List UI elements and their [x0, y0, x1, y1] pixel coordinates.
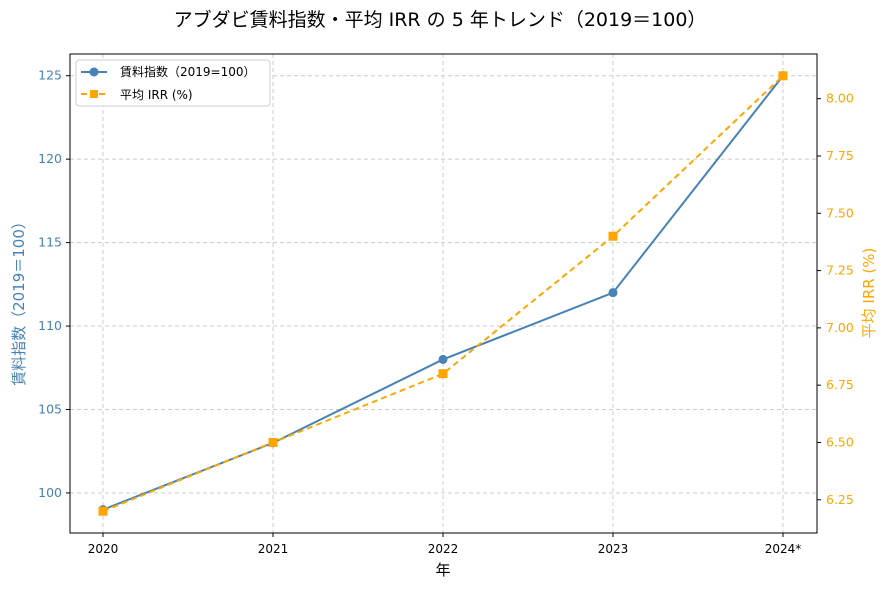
data-point-0-3 — [608, 288, 618, 298]
data-point-1-3 — [608, 231, 618, 241]
data-point-1-4 — [778, 71, 788, 81]
left-tick-label: 100 — [38, 485, 62, 500]
data-point-1-1 — [268, 437, 278, 447]
legend-box — [75, 59, 271, 107]
legend-marker-irr — [90, 90, 98, 98]
right-tick-label: 6.25 — [826, 492, 854, 507]
x-axis-label: 年 — [435, 561, 450, 579]
right-tick-label: 7.75 — [826, 148, 854, 163]
left-tick-label: 125 — [38, 68, 62, 83]
x-tick-label: 2020 — [88, 542, 119, 556]
right-tick-label: 8.00 — [826, 91, 854, 106]
left-tick-label: 120 — [38, 151, 62, 166]
right-tick-label: 7.00 — [826, 320, 854, 335]
left-axis: 100 105 110 115 120 125 — [38, 68, 70, 500]
right-tick-label: 7.25 — [826, 263, 854, 278]
legend-label-rent-index: 賃料指数（2019=100） — [120, 64, 256, 79]
right-tick-label: 7.50 — [826, 205, 854, 220]
series — [98, 71, 788, 516]
grid — [70, 54, 817, 533]
data-point-0-2 — [438, 354, 448, 364]
left-tick-label: 110 — [38, 318, 62, 333]
right-axis: 6.25 6.50 6.75 7.00 7.25 7.50 7.75 8.00 — [817, 91, 854, 507]
legend-marker-rent-index — [89, 67, 99, 77]
right-tick-label: 6.50 — [826, 434, 854, 449]
left-tick-label: 105 — [38, 401, 62, 416]
series-line-1 — [102, 75, 784, 513]
x-axis: 2020 2021 2022 2023 2024* — [88, 533, 802, 556]
legend-label-irr: 平均 IRR (%) — [120, 88, 193, 102]
x-tick-label: 2024* — [765, 542, 802, 556]
x-tick-label: 2021 — [258, 542, 289, 556]
right-tick-label: 6.75 — [826, 377, 854, 392]
right-axis-label: 平均 IRR (%) — [860, 248, 878, 339]
left-axis-label: 賃料指数（2019＝100） — [10, 214, 28, 386]
data-point-1-2 — [438, 369, 448, 379]
left-tick-label: 115 — [38, 235, 62, 250]
x-tick-label: 2022 — [428, 542, 459, 556]
data-point-1-0 — [98, 506, 108, 516]
chart-title: アブダビ賃料指数・平均 IRR の 5 年トレンド（2019＝100） — [174, 8, 707, 31]
legend: 賃料指数（2019=100） 平均 IRR (%) — [75, 59, 271, 107]
x-tick-label: 2023 — [598, 542, 629, 556]
